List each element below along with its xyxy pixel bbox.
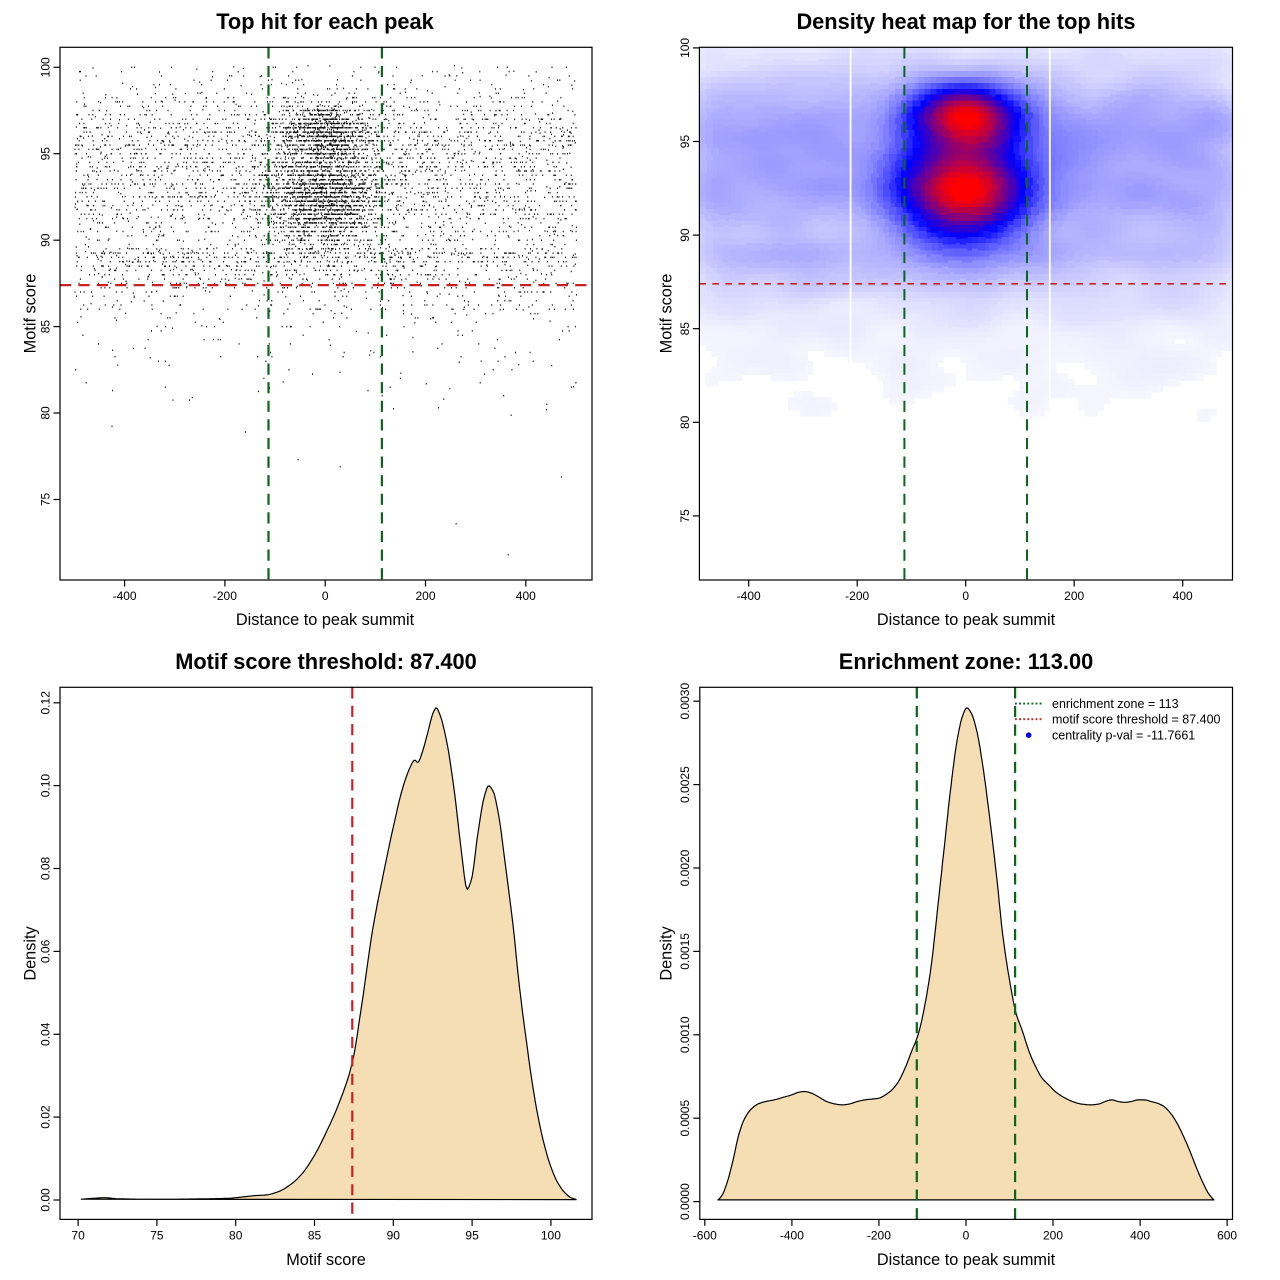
svg-text:-200: -200 [213,589,237,603]
svg-text:85: 85 [38,320,52,334]
svg-text:Distance to peak summit: Distance to peak summit [236,611,415,629]
svg-text:100: 100 [38,57,52,77]
svg-text:80: 80 [38,406,52,420]
svg-text:Motif score: Motif score [21,274,39,354]
svg-text:200: 200 [415,589,435,603]
svg-text:-400: -400 [113,589,137,603]
svg-text:Top hit for each peak: Top hit for each peak [216,9,434,34]
svg-text:90: 90 [38,233,52,247]
svg-text:0: 0 [322,589,329,603]
svg-text:400: 400 [516,589,536,603]
svg-text:75: 75 [38,493,52,507]
svg-text:95: 95 [38,147,52,161]
